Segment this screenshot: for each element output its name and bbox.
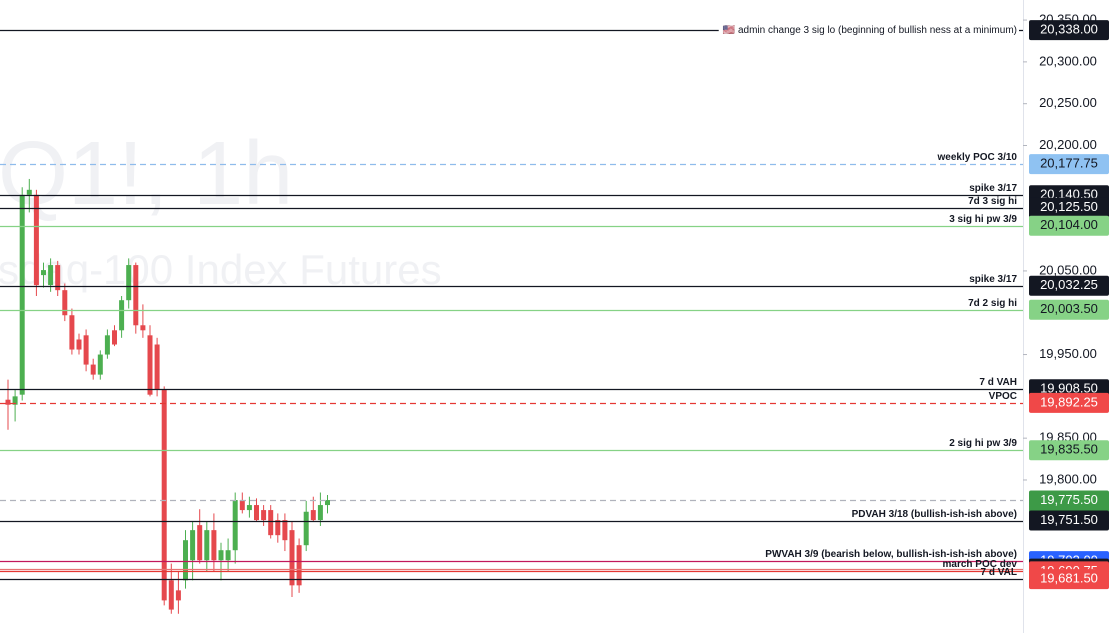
candle-body <box>168 580 174 610</box>
candle-body <box>19 194 25 395</box>
level-label: 7 d VAH <box>979 377 1017 388</box>
y-tick-label: 19,800.00 <box>1039 471 1097 486</box>
price-label: 19,681.50 <box>1040 571 1098 586</box>
level-label: march POC dev <box>943 559 1018 570</box>
y-tick-label: 20,200.00 <box>1039 137 1097 152</box>
candle-body <box>161 389 167 601</box>
price-label: 20,338.00 <box>1040 22 1098 37</box>
candle-body <box>154 344 160 390</box>
candle-body <box>55 265 61 291</box>
candle-body <box>310 510 316 521</box>
level-label: 7 d VAL <box>981 567 1017 578</box>
candle-body <box>12 396 18 405</box>
candle-body <box>104 335 110 355</box>
level-label: PDVAH 3/18 (bullish-ish-ish above) <box>852 509 1017 520</box>
level-label: 2 sig hi pw 3/9 <box>949 438 1017 449</box>
level-label: 7d 2 sig hi <box>968 298 1017 309</box>
candle-body <box>325 500 330 506</box>
candle-body <box>133 265 139 326</box>
price-label-box <box>1029 299 1109 320</box>
candle-body <box>147 335 153 395</box>
price-label-box <box>1029 154 1109 175</box>
watermark: sdaq-100 Index Futures <box>0 246 442 293</box>
candle-body <box>261 510 267 521</box>
candle-body <box>239 500 245 511</box>
candle-body <box>218 550 224 561</box>
level-label: 🇺🇸 admin change 3 sig lo (beginning of b… <box>723 24 1017 36</box>
candle-body <box>140 325 146 331</box>
price-label: 19,892.25 <box>1040 394 1098 409</box>
price-label-box <box>1029 440 1109 461</box>
candle-body <box>41 270 46 276</box>
price-label-box <box>1029 20 1109 41</box>
price-label: 19,775.50 <box>1040 492 1098 507</box>
candle-body <box>183 540 188 581</box>
price-label: 20,003.50 <box>1040 301 1098 316</box>
candle-body <box>119 300 125 331</box>
price-label-box <box>1029 510 1109 531</box>
level-label: weekly POC 3/10 <box>937 152 1018 163</box>
candle-body <box>5 399 11 405</box>
price-label: 20,177.75 <box>1040 156 1098 171</box>
candle-body <box>112 330 117 345</box>
candle-body <box>317 505 323 521</box>
price-label: 20,125.50 <box>1040 199 1098 214</box>
price-label-box <box>1029 275 1109 296</box>
watermark: Q1!, 1h <box>0 124 293 224</box>
candle-body <box>289 530 295 586</box>
price-label-box <box>1029 197 1109 218</box>
candle-body <box>296 545 302 586</box>
candle-body <box>76 339 82 350</box>
level-label: 7d 3 sig hi <box>968 196 1017 207</box>
price-label-box <box>1029 392 1109 413</box>
y-tick-label: 20,050.00 <box>1039 262 1097 277</box>
level-label: spike 3/17 <box>969 183 1017 194</box>
candle-body <box>282 520 288 541</box>
candle-body <box>232 500 238 551</box>
candle-body <box>69 315 75 350</box>
candle-body <box>83 335 89 365</box>
level-label: PWVAH 3/9 (bearish below, bullish-ish-is… <box>765 549 1017 560</box>
candle-body <box>246 505 252 511</box>
candle-body <box>126 265 132 301</box>
level-label: spike 3/17 <box>969 274 1017 285</box>
price-label-box <box>1029 215 1109 236</box>
candle-body <box>303 511 309 546</box>
level-label-bg <box>718 23 1019 38</box>
candle-body <box>254 505 259 521</box>
candle-body <box>204 530 210 561</box>
candle-body <box>33 194 39 286</box>
price-label: 19,835.50 <box>1040 442 1098 457</box>
price-label: 20,104.00 <box>1040 217 1098 232</box>
candle-body <box>90 364 96 375</box>
candle-body <box>26 189 32 195</box>
price-label: 20,032.25 <box>1040 277 1098 292</box>
candle-body <box>197 525 203 561</box>
price-label-box <box>1029 569 1109 590</box>
y-tick-label: 19,950.00 <box>1039 346 1097 361</box>
candle-body <box>97 354 103 375</box>
price-label: 19,908.50 <box>1040 381 1098 396</box>
candle-body <box>275 520 281 536</box>
candle-body <box>211 530 217 561</box>
candle-body <box>62 290 68 316</box>
candle-body <box>175 590 181 601</box>
level-label: 3 sig hi pw 3/9 <box>949 214 1017 225</box>
candle-body <box>48 265 54 286</box>
y-tick-label: 20,300.00 <box>1039 53 1097 68</box>
candle-body <box>268 510 274 536</box>
candle-body <box>225 550 231 561</box>
price-label: 19,751.50 <box>1040 512 1098 527</box>
y-tick-label: 20,250.00 <box>1039 95 1097 110</box>
candle-body <box>190 530 196 561</box>
level-label: VPOC <box>989 391 1017 402</box>
